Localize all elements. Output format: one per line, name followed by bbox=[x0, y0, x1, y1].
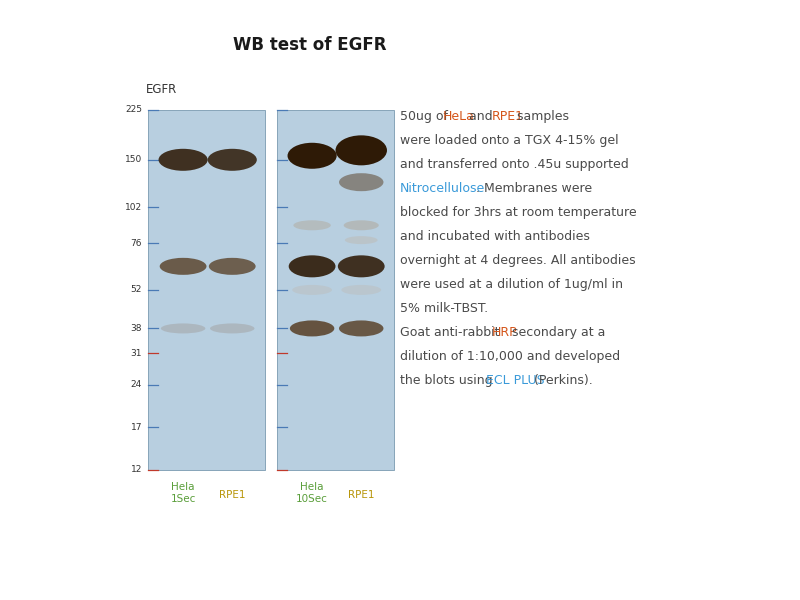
Text: 50ug of: 50ug of bbox=[400, 110, 452, 123]
Text: 12: 12 bbox=[130, 466, 142, 475]
Text: 17: 17 bbox=[130, 423, 142, 432]
Text: RPE1: RPE1 bbox=[219, 490, 246, 500]
Ellipse shape bbox=[208, 149, 257, 171]
Ellipse shape bbox=[289, 256, 335, 277]
Ellipse shape bbox=[335, 136, 387, 166]
Text: ECL PLUS: ECL PLUS bbox=[486, 374, 545, 387]
Text: Goat anti-rabbit: Goat anti-rabbit bbox=[400, 326, 503, 339]
Bar bbox=[277, 110, 394, 470]
Text: RPE1: RPE1 bbox=[348, 490, 374, 500]
Text: 31: 31 bbox=[130, 349, 142, 358]
Text: secondary at a: secondary at a bbox=[508, 326, 606, 339]
Text: RPE1: RPE1 bbox=[492, 110, 524, 123]
Bar bbox=[148, 110, 265, 470]
Text: and: and bbox=[465, 110, 497, 123]
Text: blocked for 3hrs at room temperature: blocked for 3hrs at room temperature bbox=[400, 206, 637, 219]
Ellipse shape bbox=[342, 285, 381, 295]
Text: the blots using: the blots using bbox=[400, 374, 497, 387]
Text: samples: samples bbox=[514, 110, 570, 123]
Text: . Membranes were: . Membranes were bbox=[475, 182, 592, 195]
Text: were used at a dilution of 1ug/ml in: were used at a dilution of 1ug/ml in bbox=[400, 278, 623, 291]
Text: and incubated with antibodies: and incubated with antibodies bbox=[400, 230, 590, 243]
Ellipse shape bbox=[209, 258, 256, 275]
Text: and transferred onto .45u supported: and transferred onto .45u supported bbox=[400, 158, 629, 171]
Ellipse shape bbox=[290, 320, 334, 337]
Text: (Perkins).: (Perkins). bbox=[530, 374, 592, 387]
Ellipse shape bbox=[344, 220, 378, 230]
Text: overnight at 4 degrees. All antibodies: overnight at 4 degrees. All antibodies bbox=[400, 254, 636, 267]
Ellipse shape bbox=[161, 323, 206, 334]
Ellipse shape bbox=[158, 149, 208, 171]
Text: dilution of 1:10,000 and developed: dilution of 1:10,000 and developed bbox=[400, 350, 620, 363]
Ellipse shape bbox=[339, 320, 383, 337]
Text: Hela
1Sec: Hela 1Sec bbox=[170, 482, 196, 505]
Ellipse shape bbox=[339, 173, 383, 191]
Text: were loaded onto a TGX 4-15% gel: were loaded onto a TGX 4-15% gel bbox=[400, 134, 618, 147]
Text: HeLa: HeLa bbox=[443, 110, 475, 123]
Text: WB test of EGFR: WB test of EGFR bbox=[234, 36, 386, 54]
Text: Nitrocellulose: Nitrocellulose bbox=[400, 182, 486, 195]
Text: Hela
10Sec: Hela 10Sec bbox=[296, 482, 328, 505]
Ellipse shape bbox=[294, 220, 331, 230]
Text: 102: 102 bbox=[125, 203, 142, 212]
Ellipse shape bbox=[338, 256, 385, 277]
Ellipse shape bbox=[292, 285, 332, 295]
Ellipse shape bbox=[160, 258, 206, 275]
Text: 150: 150 bbox=[125, 155, 142, 164]
Text: 76: 76 bbox=[130, 239, 142, 248]
Ellipse shape bbox=[345, 236, 378, 244]
Text: 38: 38 bbox=[130, 324, 142, 333]
Text: 24: 24 bbox=[130, 380, 142, 389]
Text: 5% milk-TBST.: 5% milk-TBST. bbox=[400, 302, 488, 315]
Ellipse shape bbox=[210, 323, 254, 334]
Ellipse shape bbox=[287, 143, 337, 169]
Text: 52: 52 bbox=[130, 286, 142, 295]
Text: HRP: HRP bbox=[492, 326, 518, 339]
Text: 225: 225 bbox=[125, 106, 142, 115]
Text: EGFR: EGFR bbox=[146, 83, 178, 96]
